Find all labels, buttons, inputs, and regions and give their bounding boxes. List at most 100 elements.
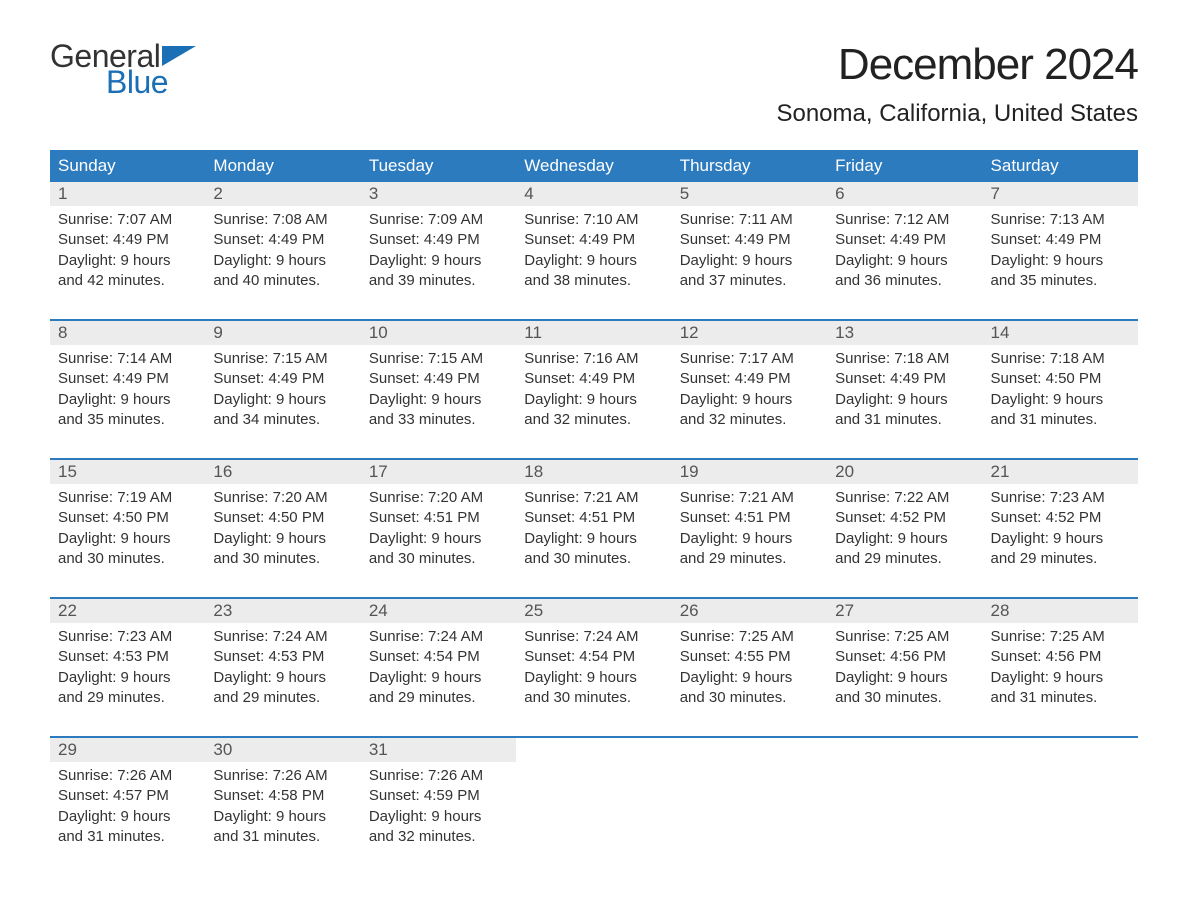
- day-day1: Daylight: 9 hours: [835, 529, 974, 549]
- calendar-cell: 3Sunrise: 7:09 AMSunset: 4:49 PMDaylight…: [361, 182, 516, 320]
- day-sunset: Sunset: 4:53 PM: [213, 647, 352, 667]
- calendar-body: 1Sunrise: 7:07 AMSunset: 4:49 PMDaylight…: [50, 182, 1138, 875]
- day-day2: and 38 minutes.: [524, 271, 663, 291]
- calendar-header-row: Sunday Monday Tuesday Wednesday Thursday…: [50, 150, 1138, 182]
- calendar-cell: 23Sunrise: 7:24 AMSunset: 4:53 PMDayligh…: [205, 598, 360, 737]
- day-day2: and 32 minutes.: [369, 827, 508, 847]
- day-body: Sunrise: 7:26 AMSunset: 4:58 PMDaylight:…: [205, 762, 360, 875]
- day-day2: and 34 minutes.: [213, 410, 352, 430]
- day-number: 2: [205, 182, 360, 206]
- day-sunrise: Sunrise: 7:19 AM: [58, 488, 197, 508]
- day-sunrise: Sunrise: 7:23 AM: [58, 627, 197, 647]
- day-sunrise: Sunrise: 7:26 AM: [369, 766, 508, 786]
- day-sunrise: Sunrise: 7:10 AM: [524, 210, 663, 230]
- day-day1: Daylight: 9 hours: [213, 390, 352, 410]
- day-sunset: Sunset: 4:50 PM: [213, 508, 352, 528]
- calendar-cell: 15Sunrise: 7:19 AMSunset: 4:50 PMDayligh…: [50, 459, 205, 598]
- day-day2: and 31 minutes.: [58, 827, 197, 847]
- day-sunrise: Sunrise: 7:23 AM: [991, 488, 1130, 508]
- day-body: Sunrise: 7:16 AMSunset: 4:49 PMDaylight:…: [516, 345, 671, 458]
- day-day2: and 29 minutes.: [369, 688, 508, 708]
- day-day2: and 30 minutes.: [680, 688, 819, 708]
- day-day1: Daylight: 9 hours: [369, 251, 508, 271]
- calendar-cell: 31Sunrise: 7:26 AMSunset: 4:59 PMDayligh…: [361, 737, 516, 875]
- day-body: Sunrise: 7:24 AMSunset: 4:53 PMDaylight:…: [205, 623, 360, 736]
- day-day1: Daylight: 9 hours: [991, 390, 1130, 410]
- day-sunset: Sunset: 4:54 PM: [369, 647, 508, 667]
- day-body: Sunrise: 7:13 AMSunset: 4:49 PMDaylight:…: [983, 206, 1138, 319]
- day-number: 19: [672, 460, 827, 484]
- header: General Blue December 2024 Sonoma, Calif…: [50, 40, 1138, 146]
- day-day2: and 37 minutes.: [680, 271, 819, 291]
- calendar-cell: 18Sunrise: 7:21 AMSunset: 4:51 PMDayligh…: [516, 459, 671, 598]
- day-sunrise: Sunrise: 7:24 AM: [369, 627, 508, 647]
- day-sunset: Sunset: 4:57 PM: [58, 786, 197, 806]
- day-number-row: 7: [983, 182, 1138, 206]
- day-number-row: 24: [361, 599, 516, 623]
- day-sunset: Sunset: 4:59 PM: [369, 786, 508, 806]
- day-sunset: Sunset: 4:49 PM: [524, 230, 663, 250]
- day-sunrise: Sunrise: 7:24 AM: [213, 627, 352, 647]
- day-sunset: Sunset: 4:52 PM: [991, 508, 1130, 528]
- day-day1: Daylight: 9 hours: [680, 251, 819, 271]
- day-sunset: Sunset: 4:50 PM: [991, 369, 1130, 389]
- day-number: 9: [205, 321, 360, 345]
- day-sunset: Sunset: 4:51 PM: [524, 508, 663, 528]
- day-day2: and 31 minutes.: [213, 827, 352, 847]
- day-day1: Daylight: 9 hours: [369, 529, 508, 549]
- day-header: Saturday: [983, 150, 1138, 182]
- day-body: Sunrise: 7:26 AMSunset: 4:57 PMDaylight:…: [50, 762, 205, 875]
- day-number-row: 5: [672, 182, 827, 206]
- day-sunset: Sunset: 4:49 PM: [58, 230, 197, 250]
- day-sunset: Sunset: 4:49 PM: [680, 230, 819, 250]
- day-number-row: 31: [361, 738, 516, 762]
- day-day1: Daylight: 9 hours: [524, 390, 663, 410]
- day-number: 12: [672, 321, 827, 345]
- day-number: 10: [361, 321, 516, 345]
- day-sunrise: Sunrise: 7:25 AM: [835, 627, 974, 647]
- day-sunset: Sunset: 4:53 PM: [58, 647, 197, 667]
- day-body: Sunrise: 7:08 AMSunset: 4:49 PMDaylight:…: [205, 206, 360, 319]
- day-body: Sunrise: 7:25 AMSunset: 4:56 PMDaylight:…: [983, 623, 1138, 736]
- calendar-cell: 6Sunrise: 7:12 AMSunset: 4:49 PMDaylight…: [827, 182, 982, 320]
- day-number: 6: [827, 182, 982, 206]
- day-number: 23: [205, 599, 360, 623]
- day-sunrise: Sunrise: 7:25 AM: [680, 627, 819, 647]
- day-sunset: Sunset: 4:54 PM: [524, 647, 663, 667]
- day-sunset: Sunset: 4:58 PM: [213, 786, 352, 806]
- day-sunrise: Sunrise: 7:16 AM: [524, 349, 663, 369]
- day-body: Sunrise: 7:24 AMSunset: 4:54 PMDaylight:…: [361, 623, 516, 736]
- day-number: 28: [983, 599, 1138, 623]
- day-sunset: Sunset: 4:49 PM: [835, 230, 974, 250]
- calendar-cell: [672, 737, 827, 875]
- calendar-cell: 21Sunrise: 7:23 AMSunset: 4:52 PMDayligh…: [983, 459, 1138, 598]
- calendar-cell: [516, 737, 671, 875]
- day-number-row: 29: [50, 738, 205, 762]
- day-number: 11: [516, 321, 671, 345]
- day-sunset: Sunset: 4:49 PM: [369, 369, 508, 389]
- day-body: Sunrise: 7:17 AMSunset: 4:49 PMDaylight:…: [672, 345, 827, 458]
- calendar-cell: 28Sunrise: 7:25 AMSunset: 4:56 PMDayligh…: [983, 598, 1138, 737]
- logo: General Blue: [50, 40, 196, 98]
- day-day1: Daylight: 9 hours: [369, 390, 508, 410]
- day-number-row: 22: [50, 599, 205, 623]
- calendar-table: Sunday Monday Tuesday Wednesday Thursday…: [50, 150, 1138, 875]
- day-day1: Daylight: 9 hours: [680, 668, 819, 688]
- day-header: Wednesday: [516, 150, 671, 182]
- day-day1: Daylight: 9 hours: [680, 529, 819, 549]
- calendar-cell: 7Sunrise: 7:13 AMSunset: 4:49 PMDaylight…: [983, 182, 1138, 320]
- calendar-week: 22Sunrise: 7:23 AMSunset: 4:53 PMDayligh…: [50, 598, 1138, 737]
- day-body: Sunrise: 7:25 AMSunset: 4:55 PMDaylight:…: [672, 623, 827, 736]
- calendar-cell: 12Sunrise: 7:17 AMSunset: 4:49 PMDayligh…: [672, 320, 827, 459]
- day-day2: and 36 minutes.: [835, 271, 974, 291]
- day-number-row: 10: [361, 321, 516, 345]
- day-day2: and 31 minutes.: [991, 688, 1130, 708]
- day-sunrise: Sunrise: 7:09 AM: [369, 210, 508, 230]
- day-day1: Daylight: 9 hours: [835, 251, 974, 271]
- day-body: Sunrise: 7:21 AMSunset: 4:51 PMDaylight:…: [516, 484, 671, 597]
- calendar-cell: 5Sunrise: 7:11 AMSunset: 4:49 PMDaylight…: [672, 182, 827, 320]
- day-sunrise: Sunrise: 7:18 AM: [835, 349, 974, 369]
- day-day2: and 29 minutes.: [58, 688, 197, 708]
- day-day2: and 32 minutes.: [524, 410, 663, 430]
- day-sunrise: Sunrise: 7:13 AM: [991, 210, 1130, 230]
